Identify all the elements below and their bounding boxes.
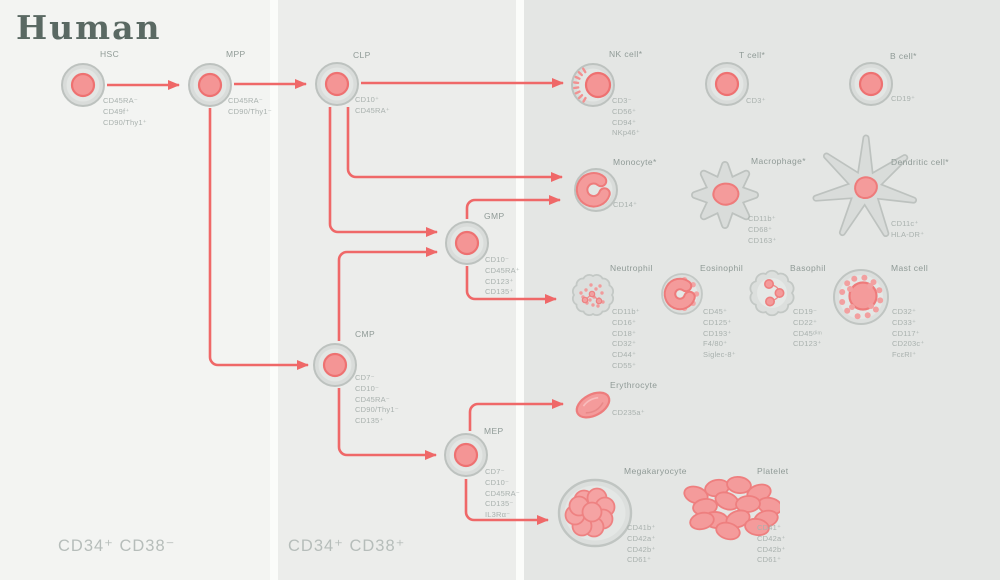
cell-b-markers: CD19⁺ [891,94,916,103]
cell-nk-label: NK cell* [609,49,643,59]
cell-t [702,59,752,109]
cell-b-label: B cell* [890,51,917,61]
arrow-mpp-to-cmp [208,108,309,370]
cell-platelet-markers: CD41⁺ CD42a⁺ CD42b⁺ CD61⁺ [757,523,786,565]
basophil-cell-icon [749,269,795,317]
hsc-cell-icon [60,62,106,108]
cell-nk [568,60,618,110]
eosinophil-cell-icon [657,269,707,319]
cell-cmp-label: CMP [355,329,376,339]
cell-mast-label: Mast cell [891,263,929,273]
t-cell-icon [704,61,750,107]
cell-macrophage-label: Macrophage* [751,156,806,166]
cell-erythrocyte [569,385,617,425]
cell-macrophage-markers: CD11b⁺ CD68⁺ CD163⁺ [748,214,777,245]
mast-cell-icon [832,268,890,326]
cell-megakaryocyte-markers: CD41b⁺ CD42a⁺ CD42b⁺ CD61⁺ [627,523,656,565]
panel-cd34pos-cd38pos [278,0,516,580]
arrow-clp-to-gmp [328,107,438,237]
cell-basophil-markers: CD19⁻ CD22⁺ CD45ᵈⁱᵐ CD123⁺ [793,307,823,349]
cell-hsc-label: HSC [100,49,120,59]
cmp-cell-icon [312,342,358,388]
cell-mep-markers: CD7⁻ CD10⁻ CD45RA⁻ CD135⁻ IL3Rα⁻ [485,467,520,520]
cell-cmp [310,340,360,390]
cell-mpp-markers: CD45RA⁻ CD90/Thy1⁻ [228,96,272,116]
cell-basophil [744,265,800,321]
cell-clp-label: CLP [353,50,371,60]
cell-mep [441,430,491,480]
cell-eosinophil-label: Eosinophil [700,263,744,273]
cell-b [846,59,896,109]
arrow-mep-to-megakaryocyte [464,479,549,525]
cell-mast [830,266,892,328]
arrow-clp-to-monocyte [346,107,563,182]
cell-dendritic-markers: CD11c⁺ HLA-DR⁺ [891,219,925,239]
arrow-cmp-to-mep [337,388,437,460]
cell-cmp-markers: CD7⁻ CD10⁻ CD45RA⁻ CD90/Thy1⁻ CD135⁺ [355,373,399,426]
cell-nk-markers: CD3⁻ CD56⁺ CD94⁺ NKp46⁺ [612,96,641,138]
cell-hsc-markers: CD45RA⁻ CD49f⁺ CD90/Thy1⁺ [103,96,147,127]
cell-megakaryocyte [556,477,634,549]
panel2-phenotype-label: CD34⁺ CD38⁺ [288,537,406,555]
arrow-gmp-to-neutrophil [465,266,557,304]
cell-erythrocyte-markers: CD235a⁺ [612,408,645,417]
cell-gmp-label: GMP [484,211,505,221]
cell-basophil-label: Basophil [790,263,826,273]
cell-eosinophil [657,269,707,319]
arrow-cmp-to-gmp [337,247,438,341]
nk-cell-icon [570,62,616,108]
cell-mep-label: MEP [484,426,504,436]
erythrocyte-cell-icon [571,386,615,424]
arrow-mep-to-erythrocyte [468,399,564,431]
cell-monocyte-markers: CD14⁺ [613,200,638,209]
cell-eosinophil-markers: CD45⁺ CD125⁺ CD193⁺ F4/80⁺ Siglec-8⁺ [703,307,736,360]
cell-dendritic-label: Dendritic cell* [891,157,949,167]
cell-platelet-label: Platelet [757,466,789,476]
panel1-phenotype-label: CD34⁺ CD38⁻ [58,537,176,555]
cell-gmp-markers: CD10⁻ CD45RA⁺ CD123⁺ CD135⁺ [485,255,520,297]
cell-t-label: T cell* [739,50,766,60]
b-cell-icon [848,61,894,107]
mep-cell-icon [443,432,489,478]
cell-hsc [58,60,108,110]
arrow-gmp-to-monocyte [465,195,561,219]
cell-neutrophil-label: Neutrophil [610,263,653,273]
cell-clp-markers: CD10⁺ CD45RA⁺ [355,95,390,115]
cell-megakaryocyte-label: Megakaryocyte [624,466,687,476]
cell-mpp-label: MPP [226,49,246,59]
cell-erythrocyte-label: Erythrocyte [610,380,658,390]
cell-neutrophil-markers: CD11b⁺ CD16⁺ CD18⁺ CD32⁺ CD44⁺ CD55⁺ [612,307,640,370]
page-title: Human [16,8,162,47]
cell-mast-markers: CD32⁺ CD33⁺ CD117⁺ CD203c⁺ FcεRI⁺ [892,307,925,360]
cell-monocyte-label: Monocyte* [613,157,657,167]
megakaryocyte-cell-icon [557,478,633,548]
cell-t-markers: CD3⁺ [746,96,766,105]
